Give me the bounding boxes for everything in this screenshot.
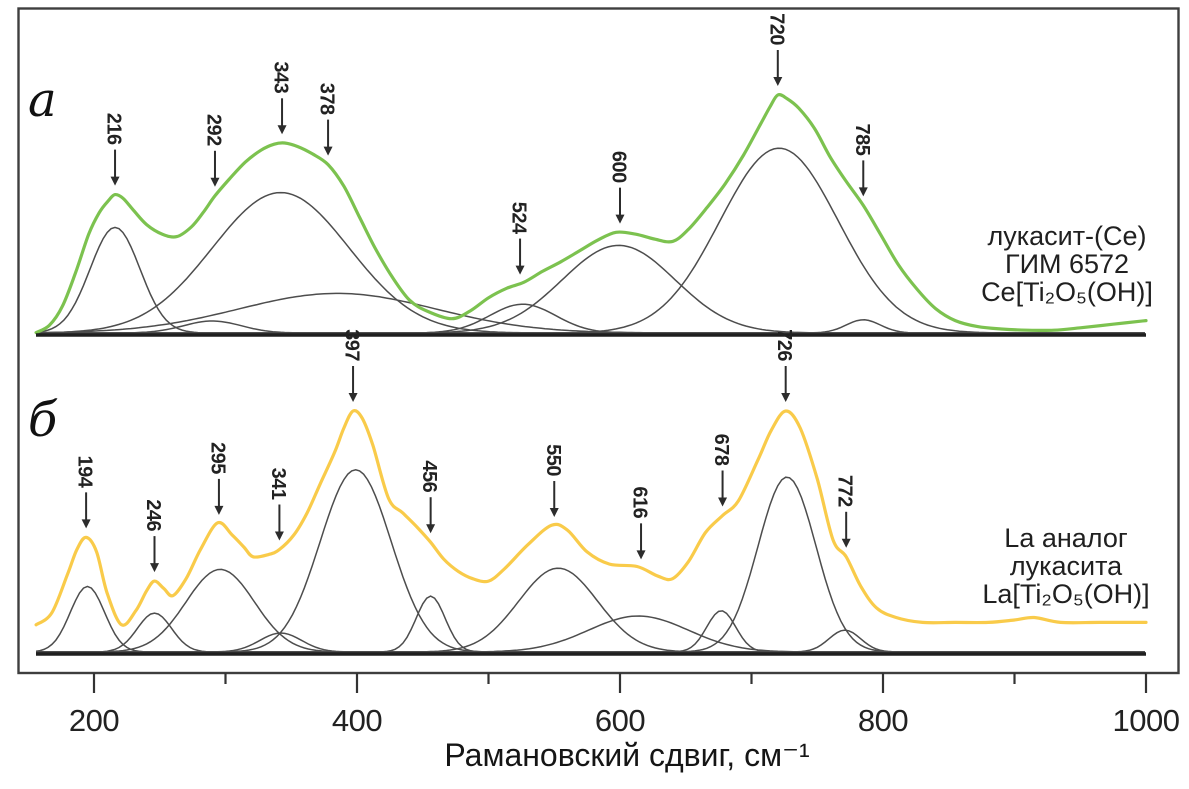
fitted-component-a-599 xyxy=(36,244,1145,334)
peak-value-456: 456 xyxy=(418,460,440,492)
x-axis-tick-label-400: 400 xyxy=(332,703,382,738)
peak-annotation-b-341: 341 xyxy=(267,468,289,541)
peak-arrowhead-772 xyxy=(841,538,851,548)
peak-annotation-b-456: 456 xyxy=(418,460,440,534)
sample-annotation-b: La аналог лукасита La[Ti₂O₅(OH)] xyxy=(982,523,1149,609)
peak-arrowhead-343 xyxy=(277,125,287,135)
peak-annotation-a-720: 720 xyxy=(765,13,787,86)
fitted-component-b-342 xyxy=(36,632,1145,653)
peak-annotation-b-678: 678 xyxy=(710,434,732,507)
peak-arrowhead-616 xyxy=(636,550,646,560)
peak-arrowhead-194 xyxy=(81,519,91,529)
peak-arrowhead-720 xyxy=(773,77,783,86)
peak-arrowhead-216 xyxy=(110,176,120,186)
peak-arrowhead-524 xyxy=(515,265,525,275)
fitted-component-b-727 xyxy=(36,476,1145,653)
peak-annotation-b-726: 726 xyxy=(773,329,795,402)
peak-arrowhead-378 xyxy=(323,146,333,156)
peak-value-295: 295 xyxy=(206,442,228,474)
peak-annotation-b-194: 194 xyxy=(74,456,96,529)
peak-annotation-a-343: 343 xyxy=(270,61,292,135)
fitted-components-b xyxy=(35,469,1145,653)
fitted-component-b-246 xyxy=(36,612,1145,653)
peak-annotation-a-785: 785 xyxy=(851,124,873,197)
x-axis-tick-label-600: 600 xyxy=(595,703,645,738)
peak-annotation-b-772: 772 xyxy=(834,475,856,548)
peak-annotation-b-295: 295 xyxy=(206,442,228,515)
peak-annotation-a-378: 378 xyxy=(316,83,338,156)
fitted-components-a xyxy=(36,147,1145,334)
peak-arrowhead-397 xyxy=(348,393,358,402)
peak-annotation-b-397: 397 xyxy=(341,329,363,402)
peak-arrowhead-726 xyxy=(781,393,791,402)
peak-annotation-a-524: 524 xyxy=(508,202,530,275)
peak-value-343: 343 xyxy=(270,61,292,93)
peak-value-550: 550 xyxy=(542,444,564,476)
sample-annotation-a: лукасит-(Ce) ГИМ 6572 Ce[Ti₂O₅(OH)] xyxy=(981,221,1153,307)
peak-value-216: 216 xyxy=(103,113,125,145)
x-axis-title: Рамановский сдвиг, см⁻¹ xyxy=(444,737,809,773)
peak-value-194: 194 xyxy=(74,456,96,489)
peak-arrowhead-295 xyxy=(214,505,224,515)
fitted-component-b-399 xyxy=(36,469,1145,653)
peak-value-600: 600 xyxy=(608,151,630,183)
peak-value-726: 726 xyxy=(773,329,795,361)
peak-annotation-b-550: 550 xyxy=(542,444,564,518)
peak-annotation-a-600: 600 xyxy=(608,151,630,224)
peak-arrowhead-785 xyxy=(858,187,868,197)
peak-arrowhead-292 xyxy=(210,177,220,187)
panel-a-letter: а xyxy=(28,72,57,128)
peak-annotation-b-616: 616 xyxy=(629,486,651,560)
peak-arrowhead-550 xyxy=(549,508,559,518)
peak-value-378: 378 xyxy=(316,83,338,115)
fitted-component-b-771 xyxy=(36,629,1145,653)
sample-name-b-2: лукасита xyxy=(1010,551,1123,581)
x-axis-tick-label-800: 800 xyxy=(858,703,908,738)
sample-name-a: лукасит-(Ce) xyxy=(987,221,1146,251)
sample-name-b: La аналог xyxy=(1004,523,1128,553)
peak-value-785: 785 xyxy=(851,124,873,156)
peak-value-678: 678 xyxy=(710,434,732,466)
plot-border xyxy=(17,7,1180,675)
peak-value-616: 616 xyxy=(629,486,651,518)
peak-value-720: 720 xyxy=(765,13,787,45)
peak-annotation-a-216: 216 xyxy=(103,113,125,186)
observed-spectrum-a xyxy=(34,93,1148,335)
peak-value-772: 772 xyxy=(834,475,856,507)
sample-formula-a: Ce[Ti₂O₅(OH)] xyxy=(981,277,1153,307)
sample-id-a: ГИМ 6572 xyxy=(1005,249,1129,279)
peak-arrowhead-456 xyxy=(426,524,436,534)
fitted-component-a-785 xyxy=(36,319,1145,334)
fitted-component-b-195 xyxy=(35,585,1145,653)
peak-value-292: 292 xyxy=(203,114,225,146)
fitted-component-b-677 xyxy=(36,610,1145,653)
observed-spectrum-b xyxy=(34,409,1148,627)
fitted-component-a-721 xyxy=(36,147,1145,334)
peak-value-246: 246 xyxy=(142,499,164,531)
peak-arrowhead-678 xyxy=(718,497,728,507)
panel-b-letter: б xyxy=(28,392,58,448)
peak-value-524: 524 xyxy=(508,202,530,235)
peak-arrowhead-246 xyxy=(149,563,159,573)
peak-value-397: 397 xyxy=(341,329,363,361)
fitted-component-a-526 xyxy=(36,303,1145,334)
peak-arrowhead-600 xyxy=(615,214,625,224)
peak-value-341: 341 xyxy=(267,468,289,500)
x-axis-tick-label-1000: 1000 xyxy=(1113,703,1180,738)
peak-annotation-b-246: 246 xyxy=(142,499,164,573)
x-axis-tick-label-200: 200 xyxy=(69,703,119,738)
peak-annotation-a-292: 292 xyxy=(203,114,225,187)
fitted-component-b-296 xyxy=(36,568,1145,653)
peak-arrowhead-341 xyxy=(274,531,284,541)
sample-formula-b: La[Ti₂O₅(OH)] xyxy=(982,579,1149,609)
